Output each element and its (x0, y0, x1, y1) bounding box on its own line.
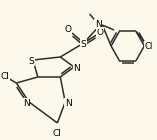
Text: O: O (97, 27, 104, 37)
Text: N: N (73, 64, 80, 73)
Text: N: N (95, 19, 102, 29)
Text: S: S (81, 39, 87, 48)
Text: N: N (65, 99, 71, 108)
Text: N: N (23, 99, 30, 108)
Text: O: O (65, 24, 72, 33)
Text: Cl: Cl (0, 72, 9, 80)
Text: Cl: Cl (53, 129, 62, 137)
Text: Cl: Cl (144, 42, 153, 51)
Text: S: S (28, 57, 34, 66)
